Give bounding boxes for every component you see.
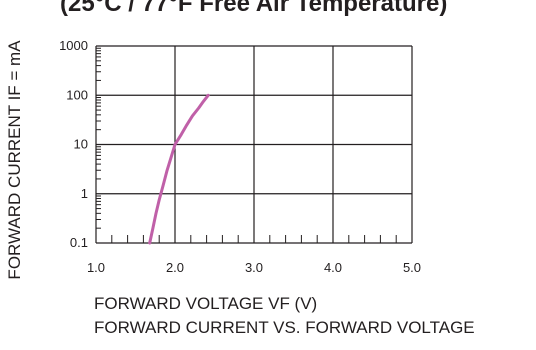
- chart-caption: FORWARD CURRENT VS. FORWARD VOLTAGE: [94, 318, 475, 337]
- chart-title: (25°C / 77°F Free Air Temperature): [60, 0, 447, 17]
- y-tick-label: 1: [81, 186, 88, 201]
- x-tick-labels: 1.0 2.0 3.0 4.0 5.0: [87, 260, 421, 275]
- x-tick-label: 2.0: [166, 260, 184, 275]
- y-tick-labels: 0.1 1 10 100 1000: [59, 38, 88, 250]
- y-tick-label: 10: [74, 137, 88, 152]
- x-axis-label: FORWARD VOLTAGE VF (V): [94, 294, 317, 313]
- y-tick-label: 100: [66, 87, 88, 102]
- y-tick-label: 1000: [59, 38, 88, 53]
- x-tick-label: 3.0: [245, 260, 263, 275]
- series-layer: [148, 93, 210, 245]
- x-tick-label: 4.0: [324, 260, 342, 275]
- y-tick-label: 0.1: [70, 235, 88, 250]
- minor-ticks: [96, 47, 397, 243]
- grid: [95, 45, 413, 244]
- forward-current-curve: [148, 93, 210, 245]
- x-tick-label: 1.0: [87, 260, 105, 275]
- y-axis-label: FORWARD CURRENT IF = mA: [5, 40, 24, 280]
- x-tick-label: 5.0: [403, 260, 421, 275]
